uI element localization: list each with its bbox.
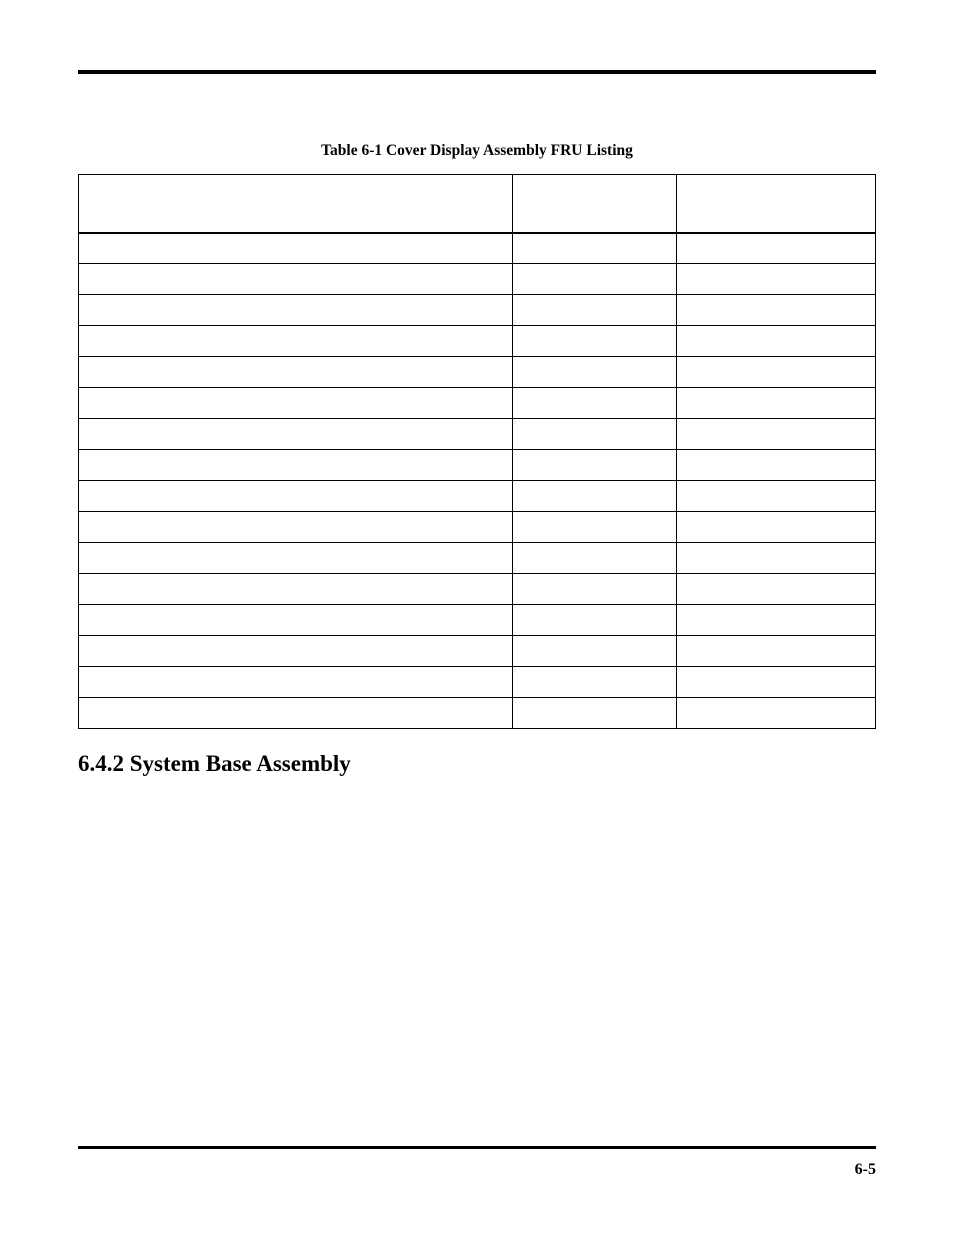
table-cell [79, 357, 513, 388]
table-row [79, 264, 876, 295]
table-header [79, 175, 876, 233]
table-header-row [79, 175, 876, 233]
table-cell [513, 481, 676, 512]
bottom-rule [78, 1146, 876, 1149]
table-cell [79, 264, 513, 295]
table-header-cell [676, 175, 875, 233]
table-cell [79, 419, 513, 450]
table-cell [676, 512, 875, 543]
table-cell [513, 295, 676, 326]
table-cell [676, 450, 875, 481]
table-cell [513, 543, 676, 574]
table-cell [676, 574, 875, 605]
table-cell [513, 419, 676, 450]
table-cell [79, 636, 513, 667]
table-cell [513, 264, 676, 295]
table-cell [79, 543, 513, 574]
top-rule [78, 70, 876, 74]
table-cell [79, 233, 513, 264]
table-cell [513, 233, 676, 264]
table-row [79, 481, 876, 512]
section-heading: 6.4.2 System Base Assembly [78, 751, 876, 777]
table-row [79, 698, 876, 729]
table-row [79, 667, 876, 698]
table-row [79, 512, 876, 543]
table-cell [79, 574, 513, 605]
table-header-cell [79, 175, 513, 233]
table-cell [676, 295, 875, 326]
table-body [79, 233, 876, 729]
table-row [79, 357, 876, 388]
table-cell [676, 357, 875, 388]
table-cell [79, 698, 513, 729]
table-cell [79, 481, 513, 512]
table-row [79, 543, 876, 574]
table-cell [513, 698, 676, 729]
table-cell [676, 388, 875, 419]
table-cell [513, 636, 676, 667]
table-cell [79, 667, 513, 698]
table-cell [513, 388, 676, 419]
table-cell [79, 295, 513, 326]
table-cell [676, 667, 875, 698]
table-cell [676, 233, 875, 264]
table-row [79, 636, 876, 667]
table-row [79, 233, 876, 264]
table-cell [676, 605, 875, 636]
table-cell [513, 574, 676, 605]
table-row [79, 419, 876, 450]
table-cell [79, 388, 513, 419]
table-cell [79, 605, 513, 636]
table-row [79, 574, 876, 605]
table-cell [79, 326, 513, 357]
table-cell [513, 326, 676, 357]
table-row [79, 388, 876, 419]
table-cell [79, 450, 513, 481]
table-cell [676, 326, 875, 357]
table-cell [513, 605, 676, 636]
table-cell [676, 543, 875, 574]
table-cell [676, 419, 875, 450]
table-cell [79, 512, 513, 543]
table-cell [513, 357, 676, 388]
table-cell [676, 698, 875, 729]
table-row [79, 450, 876, 481]
table-row [79, 605, 876, 636]
table-cell [676, 636, 875, 667]
table-row [79, 326, 876, 357]
document-page: Table 6-1 Cover Display Assembly FRU Lis… [0, 0, 954, 1235]
table-cell [513, 450, 676, 481]
table-cell [676, 481, 875, 512]
fru-table [78, 174, 876, 729]
table-cell [513, 512, 676, 543]
table-header-cell [513, 175, 676, 233]
table-row [79, 295, 876, 326]
table-caption: Table 6-1 Cover Display Assembly FRU Lis… [78, 142, 876, 160]
page-number: 6-5 [855, 1161, 876, 1179]
table-cell [676, 264, 875, 295]
table-cell [513, 667, 676, 698]
